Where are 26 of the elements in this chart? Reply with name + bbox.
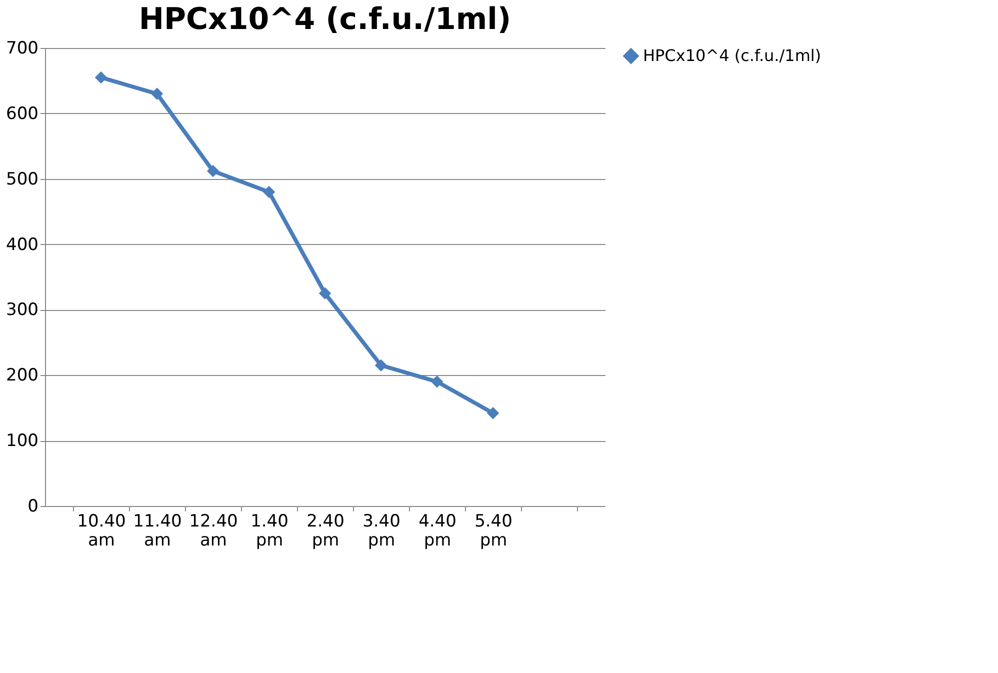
x-tick-label: 11.40 am [133, 512, 182, 550]
y-tick-label: 600 [6, 104, 38, 124]
y-tick-label: 100 [6, 431, 38, 452]
x-tick-label: 3.40 pm [362, 512, 400, 550]
y-tick-label: 700 [6, 38, 38, 58]
y-tick-label: 200 [6, 366, 38, 386]
point [430, 376, 444, 388]
point [262, 186, 276, 198]
point [206, 164, 220, 178]
y-tick-label: 400 [6, 234, 38, 255]
y-tick-label: 500 [6, 169, 38, 190]
x-tick-label: 12.40 am [189, 512, 238, 550]
x-tick-label: 5.40 pm [474, 512, 512, 550]
x-tick-label: 1.40 pm [250, 512, 288, 550]
x-tick-label: 4.40 pm [418, 512, 456, 550]
y-tick-label: 300 [6, 300, 38, 320]
point [94, 71, 108, 84]
x-tick-label: 2.40 pm [306, 512, 344, 550]
point [318, 287, 332, 300]
y-tick-label: 0 [28, 496, 38, 516]
point [150, 88, 164, 100]
x-tick-label: 10.40 am [77, 512, 126, 550]
chart-title: HPCx10^4 (c.f.u./1ml) [138, 2, 512, 37]
point [374, 359, 388, 372]
legend-label: HPCx10^4 (c.f.u./1ml) [643, 46, 822, 65]
point [486, 406, 500, 420]
